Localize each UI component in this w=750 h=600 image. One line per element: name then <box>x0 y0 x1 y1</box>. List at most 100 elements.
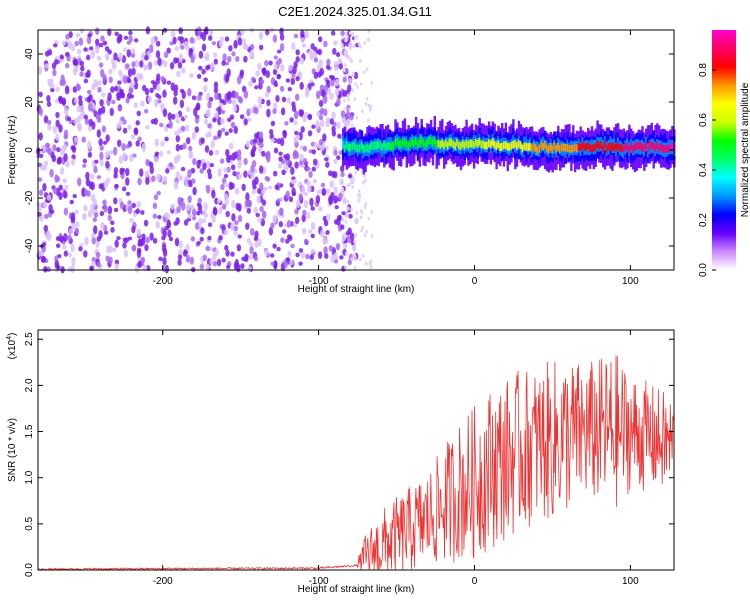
noise-cell <box>202 161 207 171</box>
noise-cell <box>65 162 70 168</box>
snr-y-label: SNR (10 * v/v) <box>7 418 18 482</box>
noise-cell <box>259 165 264 174</box>
noise-cell <box>53 43 58 48</box>
noise-cell <box>295 56 300 63</box>
noise-cell <box>173 57 178 64</box>
signal-cell <box>370 142 373 150</box>
noise-cell <box>82 158 88 164</box>
noise-cell <box>296 199 301 209</box>
noise-cell <box>317 251 323 259</box>
noise-cell <box>178 240 183 249</box>
noise-cell <box>94 159 99 164</box>
noise-cell <box>97 86 102 93</box>
noise-cell <box>79 71 84 77</box>
noise-cell <box>246 237 251 244</box>
noise-cell <box>107 205 113 215</box>
noise-cell <box>174 46 179 51</box>
signal-cell <box>646 146 650 155</box>
noise-cell <box>343 68 346 73</box>
signal-cell <box>577 143 581 151</box>
noise-cell <box>58 124 63 133</box>
noise-cell <box>103 204 108 213</box>
noise-cell <box>276 246 281 252</box>
noise-cell <box>331 171 336 178</box>
noise-cell <box>37 66 43 75</box>
noise-cell <box>144 108 149 114</box>
noise-cell <box>125 177 130 186</box>
signal-cell <box>534 144 537 152</box>
noise-cell <box>323 84 329 92</box>
noise-cell <box>323 246 328 255</box>
noise-cell <box>300 251 306 259</box>
noise-cell <box>99 210 105 217</box>
noise-cell <box>361 253 365 258</box>
signal-cell <box>446 141 450 150</box>
noise-cell <box>305 87 310 94</box>
noise-cell <box>221 60 226 66</box>
noise-cell <box>229 142 234 150</box>
noise-cell <box>324 253 329 259</box>
noise-cell <box>199 263 205 270</box>
noise-cell <box>197 159 202 164</box>
noise-cell <box>168 162 173 168</box>
noise-cell <box>199 236 204 242</box>
noise-cell <box>212 252 217 261</box>
noise-cell <box>203 77 208 82</box>
noise-cell <box>45 50 50 57</box>
noise-cell <box>353 71 359 80</box>
noise-cell <box>191 131 197 140</box>
noise-cell <box>155 93 160 98</box>
noise-cell <box>114 31 119 36</box>
noise-cell <box>191 208 197 217</box>
noise-cell <box>205 52 210 62</box>
noise-cell <box>341 211 346 216</box>
noise-cell <box>349 30 352 35</box>
noise-cell <box>227 55 232 63</box>
noise-cell <box>224 197 229 206</box>
noise-cell <box>99 145 104 151</box>
noise-cell <box>88 102 93 112</box>
noise-cell <box>232 170 237 177</box>
noise-cell <box>120 116 125 122</box>
noise-cell <box>347 206 350 211</box>
colorbar-tick-label: 0.0 <box>698 263 709 277</box>
noise-cell <box>59 54 64 60</box>
noise-cell <box>70 158 76 166</box>
noise-cell <box>311 166 316 172</box>
noise-cell <box>243 90 249 99</box>
noise-cell <box>38 189 44 196</box>
noise-cell <box>282 130 287 139</box>
noise-cell <box>69 199 74 205</box>
noise-cell <box>257 238 262 247</box>
noise-cell <box>344 120 349 128</box>
noise-cell <box>65 51 70 57</box>
noise-cell <box>207 100 212 109</box>
noise-cell <box>318 138 324 146</box>
noise-cell <box>190 54 195 64</box>
y-tick-label: 0.0 <box>24 563 35 577</box>
noise-cell <box>84 118 90 125</box>
noise-cell <box>359 81 363 86</box>
signal-cell <box>669 143 672 152</box>
x-tick-label: 0 <box>472 576 478 587</box>
signal-cell <box>600 141 603 149</box>
noise-cell <box>221 257 226 263</box>
y-tick-label: -20 <box>24 190 35 205</box>
signal-cell <box>615 143 618 152</box>
signal-cell <box>461 139 465 148</box>
noise-cell <box>180 125 186 132</box>
noise-cell <box>237 149 242 157</box>
noise-cell <box>137 136 142 142</box>
noise-cell <box>337 57 343 64</box>
noise-cell <box>113 52 118 61</box>
noise-cell <box>80 65 85 72</box>
noise-cell <box>353 265 357 270</box>
colorbar-tick-label: 0.8 <box>698 63 709 77</box>
noise-cell <box>175 217 180 225</box>
signal-cell <box>424 141 427 150</box>
noise-cell <box>164 225 169 231</box>
noise-cell <box>250 164 255 173</box>
noise-cell <box>210 139 215 149</box>
noise-cell <box>243 170 248 178</box>
noise-cell <box>55 119 60 128</box>
